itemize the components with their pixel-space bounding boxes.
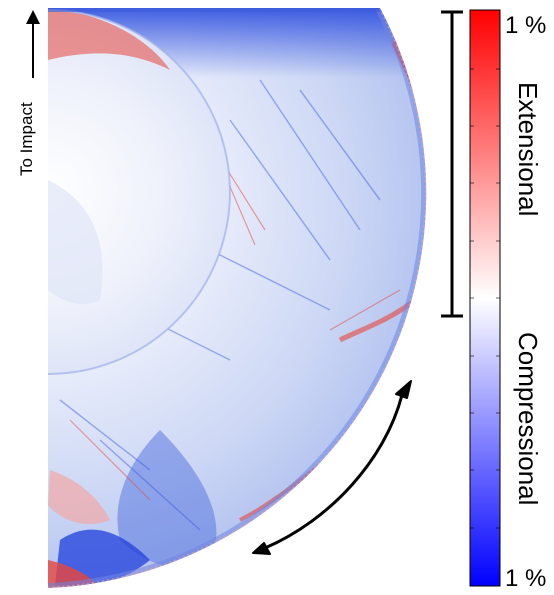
double-arrow (252, 380, 412, 555)
to-impact-arrow (26, 10, 40, 78)
extensional-bracket (441, 10, 463, 318)
outer-rim-speckle (48, 8, 427, 588)
to-impact-label: To Impact (17, 102, 36, 176)
core-extension-top (48, 10, 170, 70)
colorbar (469, 9, 501, 587)
lower-extension-patch (48, 470, 110, 525)
core-boundary (48, 9, 231, 375)
compressional-label: Compressional (513, 332, 543, 506)
core (48, 10, 230, 374)
top-edge (48, 8, 380, 12)
colorbar-ticks (470, 68, 500, 529)
lower-compression-zone (117, 430, 217, 569)
colorbar-bottom-value: 1 % (505, 565, 547, 592)
mantle-streaks (59, 79, 381, 531)
planet-cross-section (48, 8, 427, 588)
extensional-label: Extensional (513, 82, 543, 217)
colorbar-top-value: 1 % (505, 12, 547, 39)
core-inner-zone (48, 180, 103, 305)
